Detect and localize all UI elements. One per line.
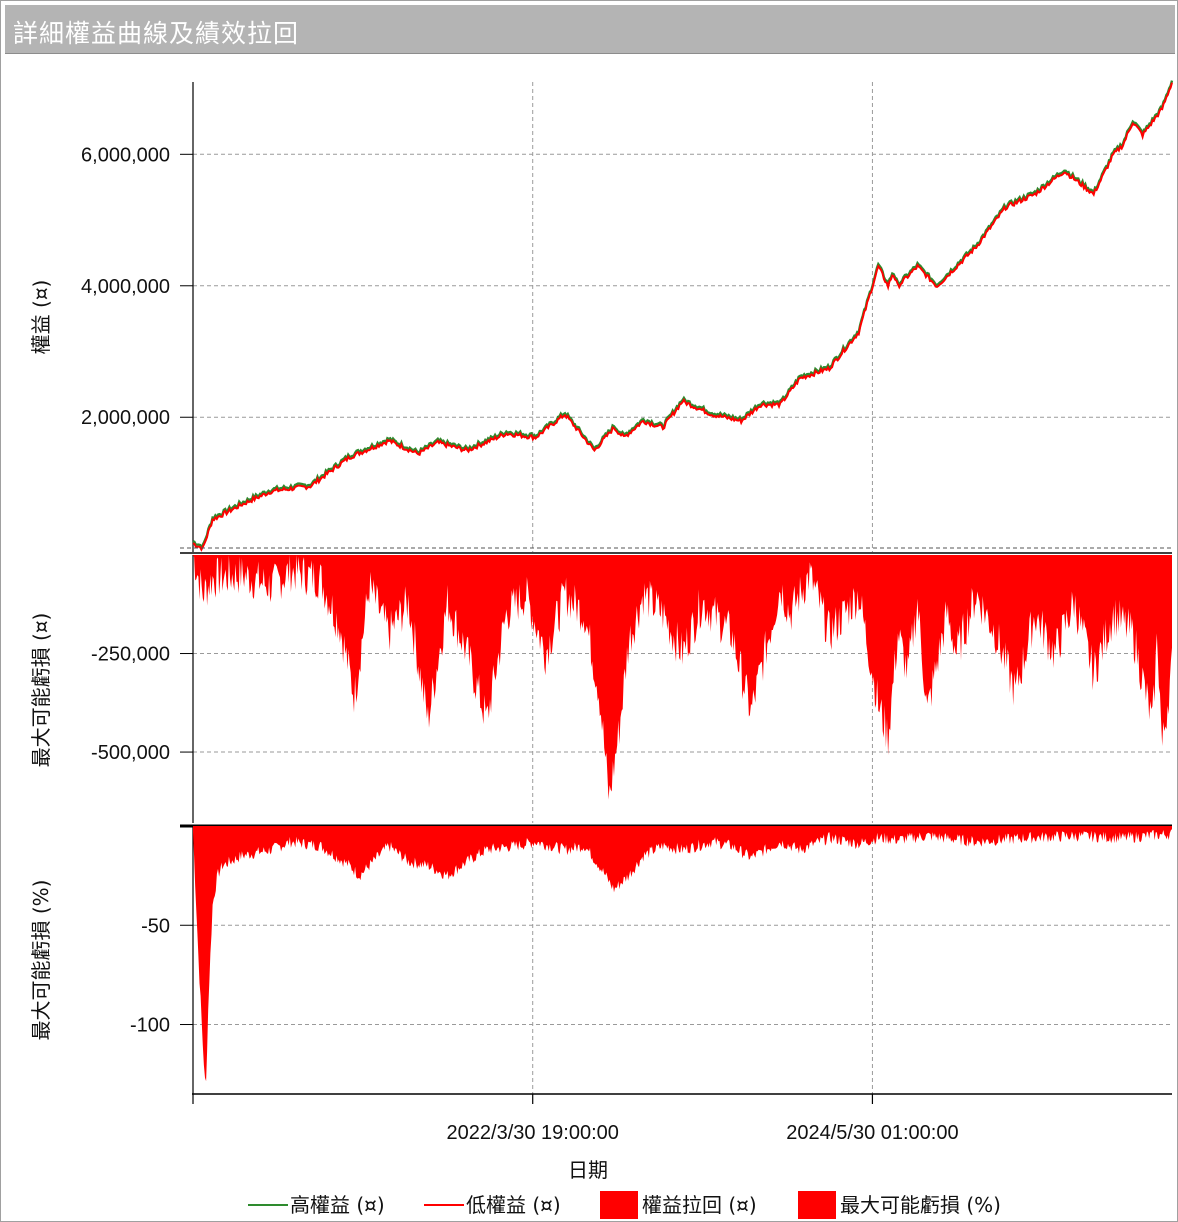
legend-item-max-loss-percent: 最大可能虧損 (%) [798, 1191, 1001, 1219]
y-tick-label: -250,000 [91, 644, 170, 666]
y-tick-label: 4,000,000 [81, 276, 170, 298]
legend-label-high-equity: 高權益 (¤) [290, 1193, 385, 1217]
drawdown-value-y-axis-label: 最大可能虧損 (¤) [29, 613, 53, 768]
drawdown-percent-panel: -50 -100 最大可能虧損 (%) [29, 824, 1172, 1094]
x-tick-label: 2024/5/30 01:00:00 [786, 1122, 958, 1144]
high-equity-line [192, 80, 1174, 551]
drawdown-percent-area [193, 826, 1172, 1082]
legend-item-high-equity: 高權益 (¤) [248, 1193, 385, 1217]
equity-y-ticks: 6,000,000 4,000,000 2,000,000 [81, 144, 193, 429]
legend-label-low-equity: 低權益 (¤) [466, 1193, 561, 1217]
legend-box-max-loss-percent [798, 1191, 836, 1219]
y-tick-label: -100 [130, 1015, 170, 1037]
x-axis: 2022/3/30 19:00:00 2024/5/30 01:00:00 日期 [192, 1093, 1172, 1182]
title-bar: 詳細權益曲線及績效拉回 [5, 5, 1175, 54]
legend-label-max-loss-percent: 最大可能虧損 (%) [840, 1193, 1001, 1217]
y-tick-label: 6,000,000 [81, 144, 170, 166]
equity-gridlines [192, 82, 1172, 552]
drawdown-value-y-ticks: -250,000 -500,000 [91, 644, 193, 764]
y-tick-label: -500,000 [91, 742, 170, 764]
legend-box-equity-drawdown [600, 1191, 638, 1219]
x-tick-label: 2022/3/30 19:00:00 [447, 1122, 619, 1144]
x-axis-label: 日期 [568, 1158, 608, 1182]
drawdown-percent-y-axis-label: 最大可能虧損 (%) [29, 880, 53, 1041]
legend-item-low-equity: 低權益 (¤) [424, 1193, 561, 1217]
drawdown-percent-y-ticks: -50 -100 [130, 915, 193, 1037]
drawdown-value-panel: -250,000 -500,000 最大可能虧損 (¤) [29, 547, 1172, 823]
x-ticks: 2022/3/30 19:00:00 2024/5/30 01:00:00 [192, 1094, 959, 1144]
drawdown-percent-gridlines [180, 824, 1172, 1094]
y-tick-label: -50 [141, 915, 170, 937]
legend-label-equity-drawdown: 權益拉回 (¤) [642, 1193, 757, 1217]
legend-item-equity-drawdown: 權益拉回 (¤) [600, 1191, 757, 1219]
low-equity-line [192, 82, 1173, 552]
window-title: 詳細權益曲線及績效拉回 [13, 19, 300, 48]
equity-y-axis-label: 權益 (¤) [29, 280, 53, 355]
drawdown-value-area [193, 555, 1172, 800]
y-tick-label: 2,000,000 [81, 407, 170, 429]
equity-panel: 6,000,000 4,000,000 2,000,000 權益 (¤) [29, 80, 1174, 552]
legend: 高權益 (¤) 低權益 (¤) 權益拉回 (¤) 最大可能虧損 (%) [248, 1191, 1001, 1219]
